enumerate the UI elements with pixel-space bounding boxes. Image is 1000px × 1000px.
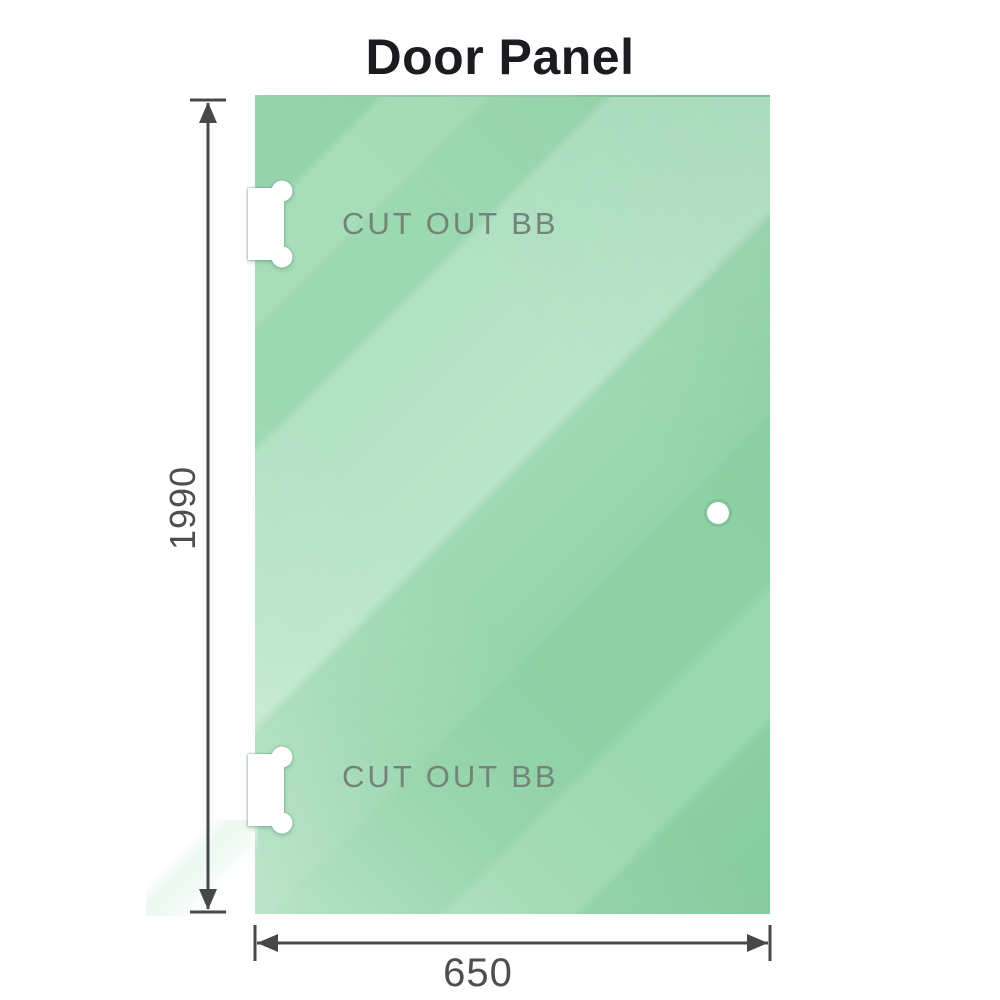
height-dimension-arrow-icon [190, 98, 226, 914]
handle-hole-icon [707, 502, 729, 524]
height-dimension-value: 1990 [162, 465, 203, 551]
hinge-cutout-top-icon [248, 180, 293, 268]
cutout-label-bottom: CUT OUT BB [342, 759, 559, 794]
width-dimension-value: 650 [443, 951, 513, 995]
hinge-cutout-bottom-icon [248, 746, 293, 834]
width-dimension-arrow-icon [253, 925, 772, 961]
glass-reflection-artifact [146, 820, 258, 916]
cutout-label-top: CUT OUT BB [342, 206, 559, 241]
diagram-title: Door Panel [365, 29, 635, 85]
glass-panel [255, 95, 770, 914]
